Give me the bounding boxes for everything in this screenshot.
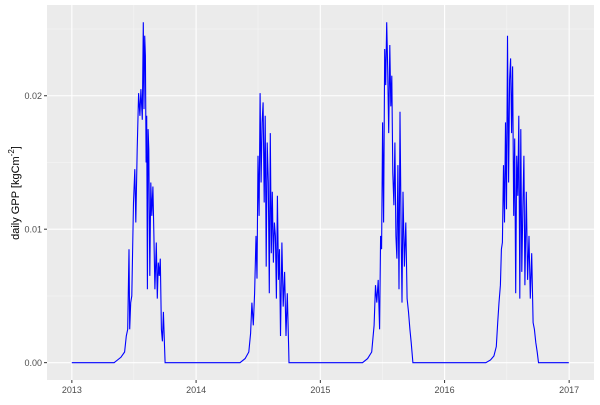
x-tick-label: 2017: [559, 385, 579, 395]
y-tick-label: 0.02: [24, 91, 42, 101]
y-tick-label: 0.00: [24, 358, 42, 368]
y-axis-label: daily GPP [kgCm-2]: [7, 146, 22, 240]
x-tick-label: 2015: [310, 385, 330, 395]
x-tick-label: 2014: [186, 385, 206, 395]
x-tick-label: 2016: [435, 385, 455, 395]
x-tick-label: 2013: [62, 385, 82, 395]
y-tick-label: 0.01: [24, 225, 42, 235]
series-line: [71, 22, 569, 364]
